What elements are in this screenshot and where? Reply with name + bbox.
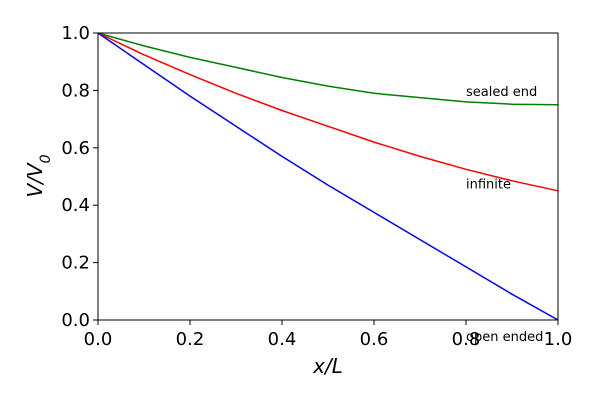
series-line-open-ended bbox=[97, 32, 559, 321]
plot-lines bbox=[97, 32, 559, 321]
x-tick-label: 1.0 bbox=[544, 329, 573, 350]
y-tick-label: 0.2 bbox=[61, 253, 90, 274]
x-axis-label: x/L bbox=[312, 354, 343, 378]
series-line-sealed-end bbox=[97, 32, 559, 106]
series-label-infinite: infinite bbox=[466, 177, 511, 192]
series-label-sealed-end: sealed end bbox=[466, 85, 537, 100]
x-tick-label: 0.4 bbox=[268, 329, 297, 350]
x-tick-label: 0.0 bbox=[84, 329, 113, 350]
x-tick-label: 0.2 bbox=[176, 329, 205, 350]
x-tick-label: 0.6 bbox=[360, 329, 389, 350]
y-tick-label: 0.6 bbox=[61, 138, 90, 159]
y-axis-label: V/V0 bbox=[23, 154, 54, 197]
x-axis-ticks: 0.0 0.2 0.4 0.6 0.8 1.0 bbox=[84, 320, 573, 350]
plot-frame bbox=[97, 32, 559, 321]
y-tick-label: 0.8 bbox=[61, 80, 90, 101]
series-labels: sealed end infinite open ended bbox=[466, 85, 543, 345]
y-axis-ticks: 0.0 0.2 0.4 0.6 0.8 1.0 bbox=[61, 23, 98, 331]
y-tick-label: 0.0 bbox=[61, 310, 90, 331]
y-tick-label: 0.4 bbox=[61, 195, 90, 216]
series-label-open-ended: open ended bbox=[466, 330, 543, 345]
x-tick-label: 0.8 bbox=[452, 329, 481, 350]
series-line-infinite bbox=[97, 32, 559, 192]
y-axis-label-subscript: 0 bbox=[38, 154, 54, 163]
y-tick-label: 1.0 bbox=[61, 23, 90, 44]
